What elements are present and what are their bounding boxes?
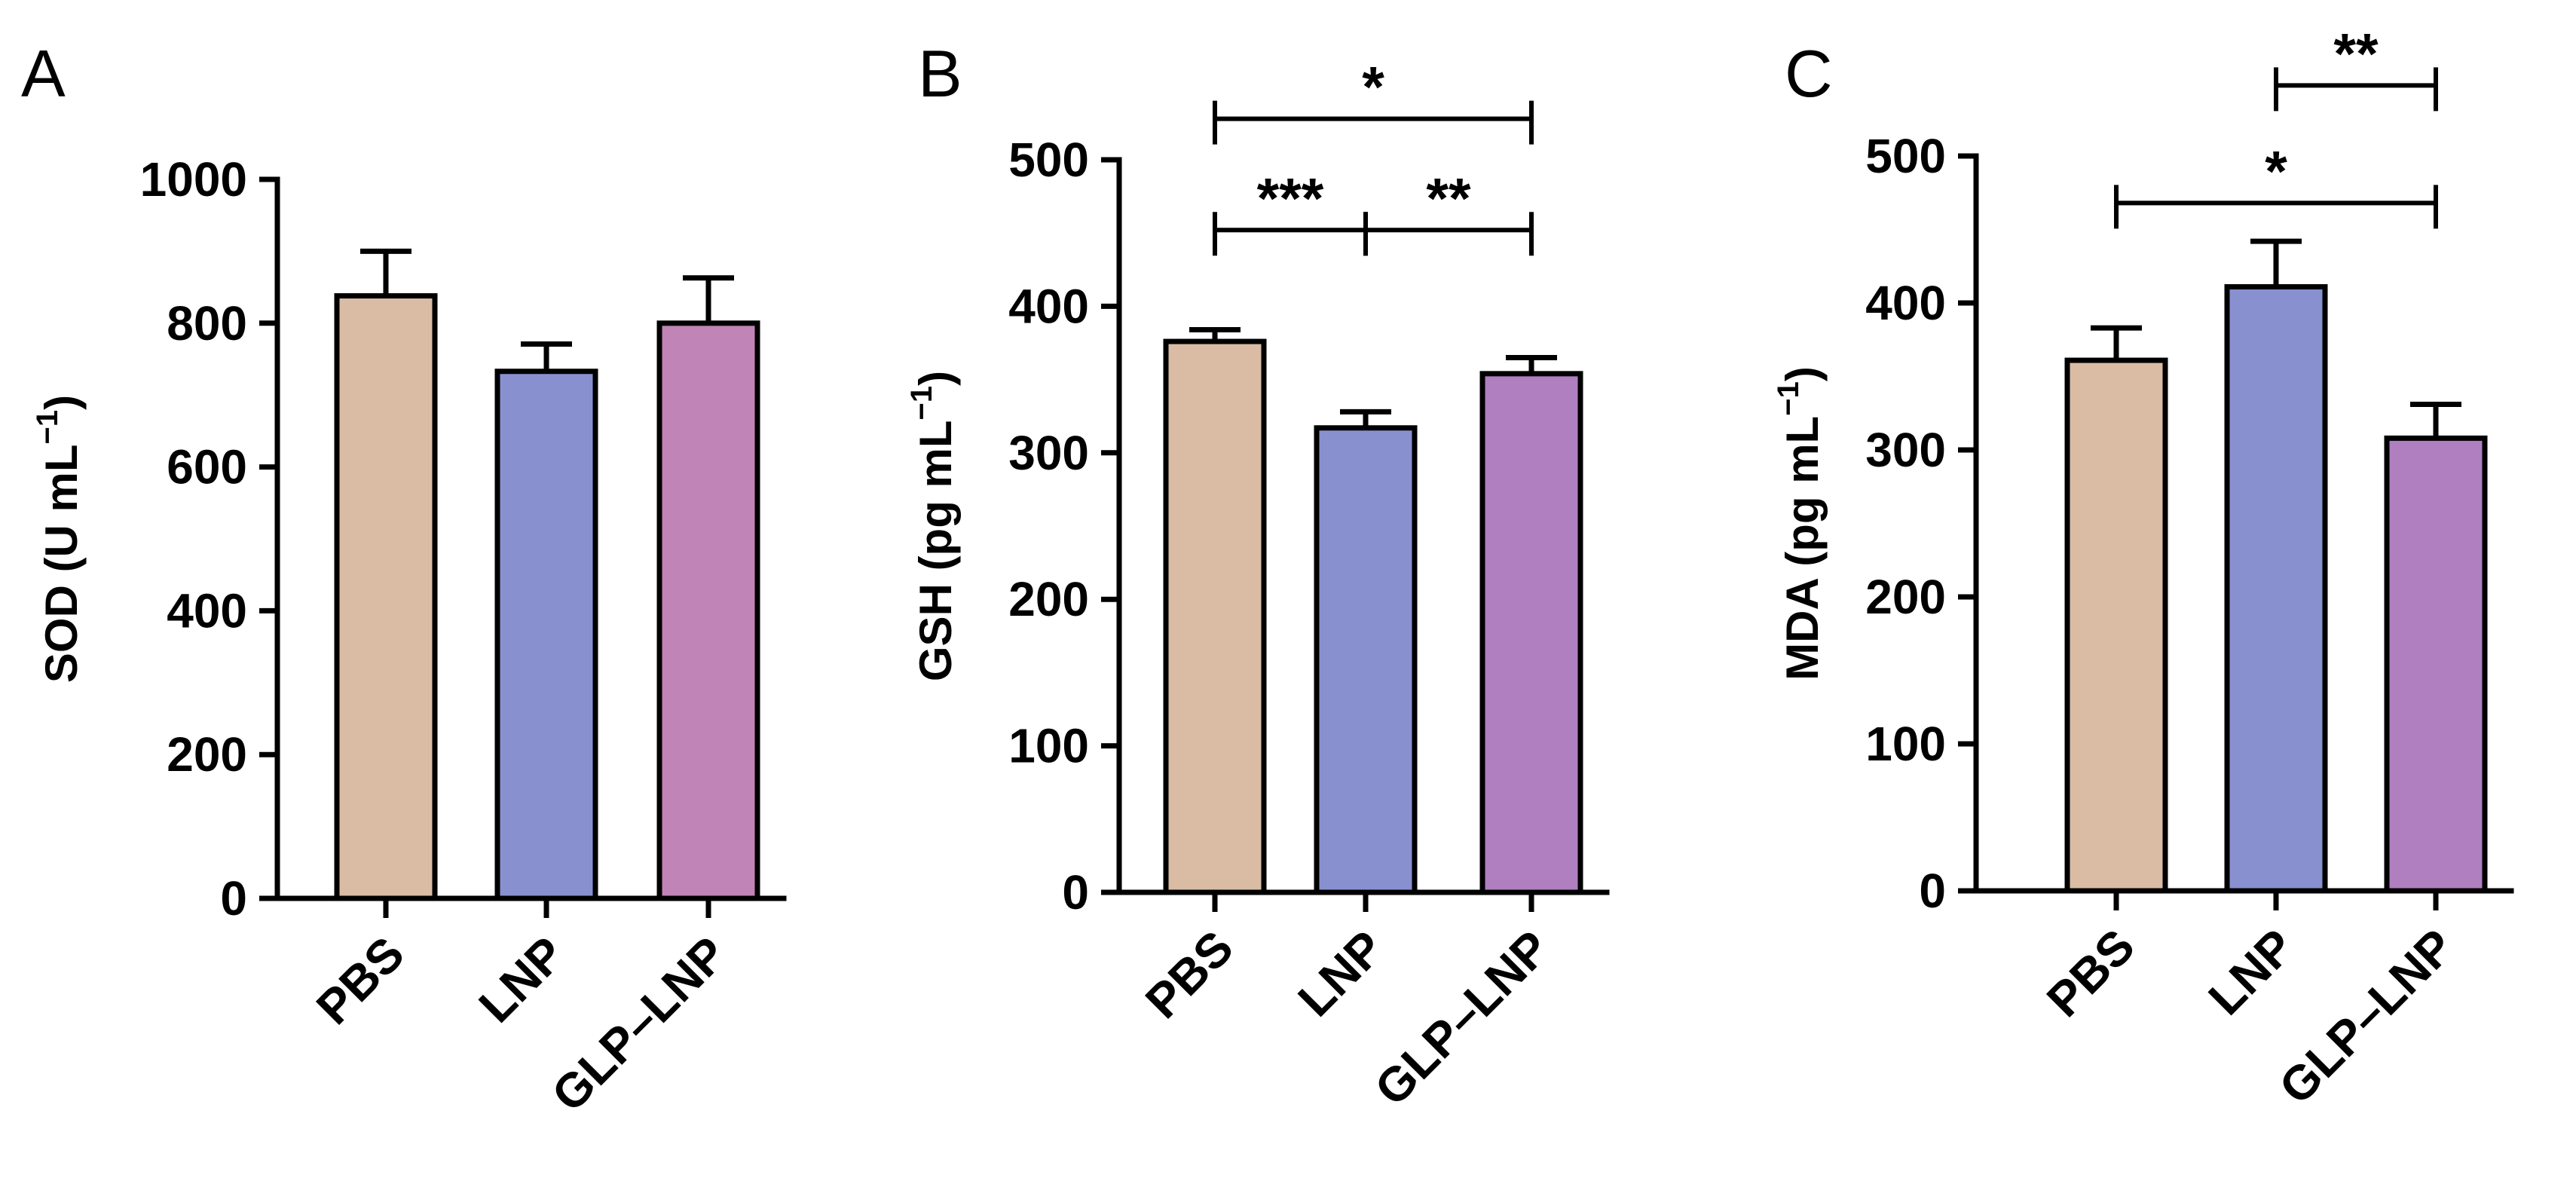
panel-a-bar-0 <box>334 293 438 901</box>
panel-a-y-tick-label-4: 800 <box>167 296 247 350</box>
panel-a-error-bar-1 <box>521 341 572 372</box>
panel-a-bar-1 <box>494 369 598 901</box>
panel-a-error-bar-0 <box>360 248 411 296</box>
panel-a-y-tick-label-0: 0 <box>220 871 247 926</box>
panel-c-y-tick-label-5: 500 <box>1865 129 1946 183</box>
panel-b-significance-2: ** <box>1363 167 1534 256</box>
panel-b-bar-0 <box>1163 338 1267 895</box>
panel-c-letter: C <box>1785 36 1833 111</box>
panel-b-significance-0: * <box>1213 56 1534 145</box>
panel-c-y-tick-label-1: 100 <box>1865 717 1946 771</box>
panel-b-error-bar-2 <box>1506 354 1557 374</box>
panel-c-error-bar-2 <box>2410 402 2461 439</box>
panel-b-y-tick-label-2: 200 <box>1008 572 1089 626</box>
panel-a-y-tick-label-1: 200 <box>167 727 247 782</box>
panel-c-error-bar-1 <box>2250 238 2302 287</box>
panel-b-y-tick-label-0: 0 <box>1062 865 1089 919</box>
panel-b-y-tick-label-3: 300 <box>1008 426 1089 480</box>
panel-c-y-axis-title: MDA (pg mL−1) <box>1772 366 1828 681</box>
panel-a-y-axis-title: SOD (U mL−1) <box>31 395 87 683</box>
panel-b-bar-2 <box>1479 371 1583 895</box>
panel-a-bar-2 <box>656 320 760 901</box>
panel-c-significance-1: * <box>2114 139 2438 229</box>
panel-c-significance-label-1: * <box>2265 139 2287 203</box>
panel-b-y-tick-label-4: 400 <box>1008 279 1089 333</box>
panel-b-significance-label-2: ** <box>1426 167 1471 231</box>
panel-b-significance-label-0: * <box>1362 56 1384 120</box>
panel-c-y-tick-label-3: 300 <box>1865 423 1946 477</box>
panel-c-y-tick-label-0: 0 <box>1919 864 1946 918</box>
panel-c-bar-1 <box>2224 284 2328 894</box>
panel-b-letter: B <box>918 36 962 111</box>
panel-b-bar-1 <box>1314 425 1418 895</box>
panel-b-y-tick-label-1: 100 <box>1008 719 1089 773</box>
panel-c-significance-0: ** <box>2274 22 2438 112</box>
panel-b-y-tick-label-5: 500 <box>1008 133 1089 187</box>
panel-b-significance-label-1: *** <box>1257 167 1324 231</box>
panel-c-bar-2 <box>2384 435 2488 894</box>
panel-a-y-tick-label-5: 1000 <box>140 152 247 207</box>
panel-a-error-bar-2 <box>683 275 734 323</box>
panel-a-y-tick-label-3: 600 <box>167 440 247 494</box>
panel-b-error-bar-0 <box>1189 327 1241 342</box>
panel-c-bar-0 <box>2064 357 2168 894</box>
panel-c-y-tick-label-4: 400 <box>1865 276 1946 330</box>
panel-c-significance-label-0: ** <box>2333 22 2379 86</box>
panel-a-letter: A <box>21 36 66 111</box>
panel-c-error-bar-0 <box>2091 325 2142 361</box>
panel-c-y-tick-label-2: 200 <box>1865 570 1946 624</box>
panel-b-y-axis-title: GSH (pg mL−1) <box>905 371 961 681</box>
panel-b-error-bar-1 <box>1340 408 1391 428</box>
panel-a-y-tick-label-2: 400 <box>167 583 247 638</box>
